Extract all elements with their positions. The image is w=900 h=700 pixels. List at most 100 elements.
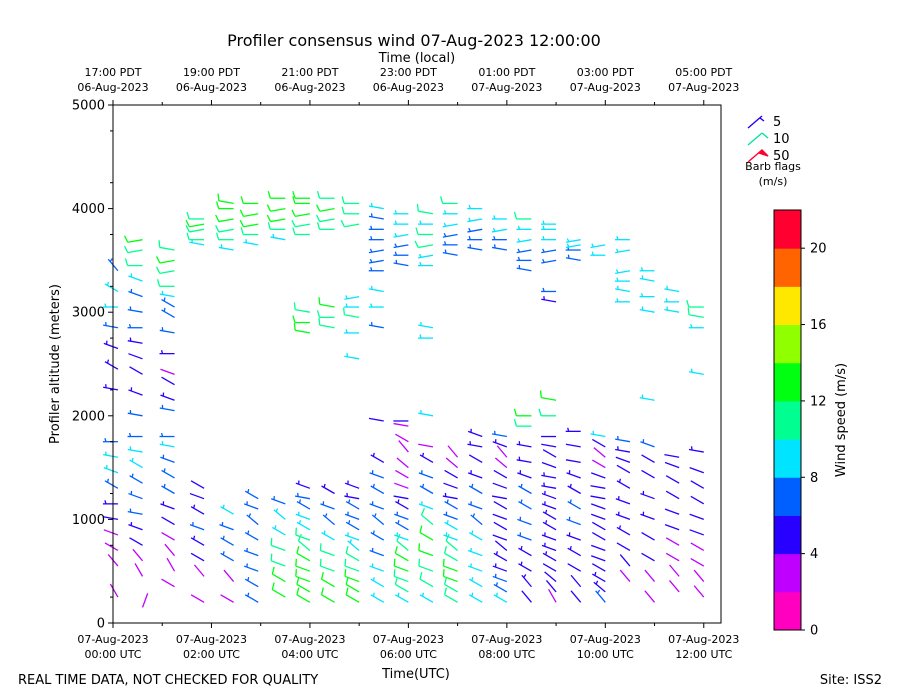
wind-barb [414,240,434,249]
barb-shaft [444,552,458,562]
colorbar-segment [774,400,801,440]
barb-half-tick [369,258,373,263]
barb-shaft [590,513,606,521]
barb-shaft [159,246,175,251]
wind-barb [295,569,311,583]
barb-shaft [619,554,631,567]
barb-full-tick [316,191,321,199]
barb-shaft [541,461,557,469]
wind-barb [393,220,409,225]
wind-barb [491,236,507,241]
top-tick-label-date: 07-Aug-2023 [471,81,542,94]
wind-barb [442,233,458,238]
barb-full-tick [393,558,396,567]
barb-full-tick [124,258,129,266]
wind-barb [296,520,311,531]
wind-barb [641,469,655,479]
wind-barb [690,495,705,505]
bottom-axis-ticks: 07-Aug-2023 00:00 UTC 07-Aug-2023 02:00 UTC… [77,623,739,661]
barb-half-tick [615,269,619,274]
wind-barb [341,196,360,205]
wind-barb [370,483,385,495]
wind-barb [690,480,705,489]
barb-full-tick [291,209,296,217]
barb-half-tick [104,438,107,442]
barb-half-tick [372,592,375,597]
barb-shaft [494,540,508,551]
barb-half-tick [369,248,373,253]
barb-half-tick [394,251,398,256]
wind-barb [496,445,508,458]
barb-shaft [190,480,205,489]
barb-full-tick [296,587,300,595]
barb-shaft [542,563,557,572]
y-tick-label-1000: 1000 [72,513,105,528]
wind-barb [548,588,557,603]
wind-barb [639,394,655,401]
wind-barb [161,578,175,588]
wind-barb [155,256,175,264]
wind-barb [319,558,335,572]
barb-half-tick [323,483,326,488]
wind-barb [518,483,532,495]
wind-barb [160,368,175,375]
wind-barb [316,191,335,199]
wind-barb [344,303,360,308]
wind-barb [418,321,434,329]
barb-full-tick [315,204,321,212]
wind-barb [518,561,532,572]
barb-full-tick [186,232,190,240]
wind-barb [641,552,655,562]
legend-barb-shaft [747,132,763,146]
wind-barb [369,563,384,572]
wind-barb [664,461,680,469]
barb-shaft [590,503,606,510]
wind-barb [689,513,704,521]
wind-barb [345,520,360,531]
barb-shaft [128,353,143,360]
wind-barb [516,256,532,262]
wind-barb [493,551,508,562]
barb-full-tick [297,533,302,542]
wind-barb [492,439,508,448]
colorbar-tick-label: 4 [810,547,818,562]
wind-barb [190,504,205,515]
barb-shaft [590,544,606,552]
barb-shaft [319,207,335,212]
wind-barb [220,551,234,562]
barb-full-tick [240,196,244,204]
barb-shaft [664,508,680,515]
wind-barb [442,210,458,215]
barb-shaft [319,324,335,329]
barb-full-tick [319,543,322,551]
barb-shaft [688,314,704,319]
wind-barb [566,516,581,526]
wind-barb [124,258,143,267]
barb-half-tick [345,303,348,308]
wind-barb [688,446,704,453]
wind-barb [468,577,483,588]
barb-shaft [591,532,606,541]
barb-shaft [544,571,557,583]
barb-shaft [103,529,119,536]
barb-half-tick [397,499,400,504]
barb-full-tick [445,533,450,542]
barb-full-tick [292,227,296,235]
barb-half-tick [517,225,521,230]
barb-shaft [491,495,507,500]
barb-shaft [641,469,655,479]
barb-half-tick [104,500,107,505]
barb-shaft [295,308,311,313]
wind-barb [393,233,409,238]
top-axis-ticks: 17:00 PDT 06-Aug-2023 19:00 PDT 06-Aug-2023… [77,66,739,105]
wind-barb [128,521,143,531]
wind-barb [516,456,532,464]
wind-barb [664,453,680,458]
colorbar-tick-label: 8 [810,471,818,486]
barb-full-tick [158,240,161,248]
wind-barb [393,558,409,572]
barb-full-tick [266,204,272,212]
wind-barb [619,569,631,582]
barb-shaft [665,490,680,500]
wind-barb [319,543,335,557]
